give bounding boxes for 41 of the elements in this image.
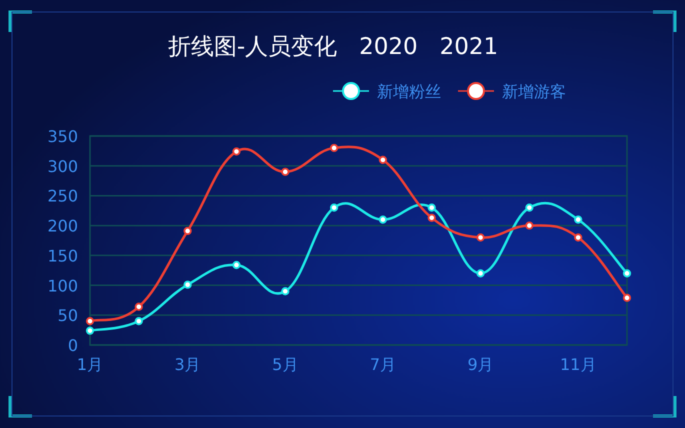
- point: [476, 233, 485, 242]
- point: [574, 216, 582, 224]
- point: [134, 317, 143, 326]
- y-tick-label: 250: [47, 186, 78, 206]
- point: [622, 269, 632, 278]
- x-tick-label: 7月: [370, 355, 396, 374]
- point: [574, 233, 582, 242]
- y-tick-label: 100: [47, 276, 78, 296]
- point: [622, 294, 632, 302]
- point: [525, 204, 534, 212]
- x-tick-label: 3月: [174, 355, 201, 374]
- point: [330, 144, 338, 152]
- point: [232, 147, 241, 156]
- y-tick-label: 300: [47, 156, 78, 176]
- legend-label: 新增粉丝: [377, 82, 441, 101]
- point: [86, 317, 94, 326]
- chart-title: 折线图-人员变化 2020 2021: [168, 34, 498, 60]
- point: [378, 216, 388, 224]
- x-tick-label: 11月: [560, 355, 596, 374]
- x-tick-label: 1月: [76, 355, 104, 374]
- y-tick-label: 150: [47, 246, 78, 266]
- point: [428, 204, 436, 212]
- point: [184, 226, 192, 236]
- point: [476, 269, 485, 278]
- point: [330, 204, 338, 212]
- y-tick-label: 200: [47, 216, 78, 236]
- y-tick-label: 50: [58, 306, 78, 326]
- legend-label: 新增游客: [502, 82, 566, 101]
- y-tick-label: 350: [47, 127, 78, 146]
- point: [86, 326, 94, 335]
- x-tick-label: 5月: [272, 355, 298, 374]
- point: [184, 280, 192, 289]
- point: [525, 221, 534, 230]
- point: [378, 156, 388, 164]
- x-tick-label: 9月: [467, 355, 494, 374]
- point: [428, 214, 436, 222]
- point: [281, 168, 290, 176]
- point: [134, 302, 143, 311]
- y-tick-label: 0: [68, 336, 78, 355]
- point: [281, 287, 290, 296]
- point: [232, 260, 241, 270]
